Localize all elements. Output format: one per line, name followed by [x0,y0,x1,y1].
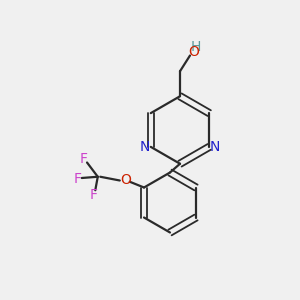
Text: F: F [90,188,98,202]
Text: O: O [188,46,199,59]
Text: H: H [190,40,201,54]
Text: F: F [73,172,81,186]
Text: O: O [120,173,131,188]
Text: N: N [140,140,151,154]
Text: F: F [80,152,88,166]
Text: N: N [209,140,220,154]
